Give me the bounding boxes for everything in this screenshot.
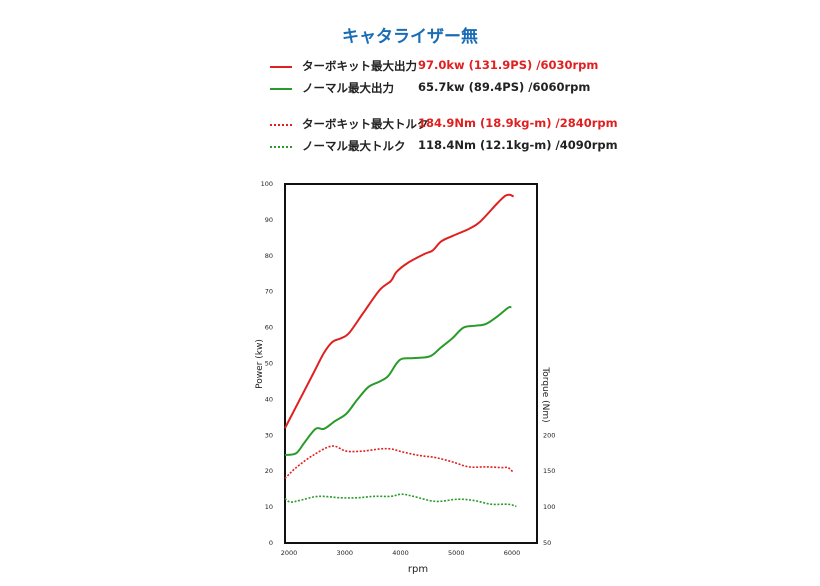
y2-tick-label: 100 [543,503,555,511]
legend-swatch [270,66,292,68]
page-title: キャタライザー無 [342,27,478,47]
x-tick-label: 5000 [448,549,465,557]
y2-tick-label: 150 [543,467,555,475]
y2-tick-label: 200 [543,431,555,439]
y-tick-label: 10 [265,503,273,511]
y-tick-label: 100 [261,180,273,188]
series-line-1 [284,305,512,457]
y-tick-label: 80 [265,252,273,260]
y-tick-label: 90 [265,216,273,224]
legend-label: ターボキット最大トルク [302,117,429,131]
x-tick-label: 3000 [336,549,353,557]
x-axis-label: rpm [408,564,428,575]
y-tick-label: 60 [265,324,273,332]
legend-value: 118.4Nm (12.1kg-m) /4090rpm [418,138,618,152]
y-tick-label: 50 [265,360,273,368]
legend-label: ノーマル最大トルク [302,139,406,153]
series-line-0 [284,193,515,429]
legend-value: 65.7kw (89.4PS) /6060rpm [418,80,591,94]
legend-swatch [270,88,292,90]
y-tick-label: 0 [269,539,273,547]
legend-label: ターボキット最大出力 [302,59,417,73]
y-tick-label: 40 [265,395,273,403]
x-tick-label: 4000 [392,549,409,557]
y2-axis-label: Torque (Nm) [540,366,550,422]
x-tick-label: 2000 [281,549,298,557]
x-tick-label: 6000 [504,549,521,557]
series-line-3 [284,493,517,508]
series-line-2 [284,445,515,479]
y-tick-label: 30 [265,431,273,439]
plot-frame [284,183,538,544]
y-tick-label: 20 [265,467,273,475]
legend-swatch [270,146,292,148]
y-axis-label: Power (kw) [255,339,265,389]
legend-value: 184.9Nm (18.9kg-m) /2840rpm [418,116,618,130]
legend-swatch [270,124,292,126]
y2-tick-label: 50 [543,539,551,547]
legend-label: ノーマル最大出力 [302,81,394,95]
y-tick-label: 70 [265,288,273,296]
legend-value: 97.0kw (131.9PS) /6030rpm [418,58,599,72]
